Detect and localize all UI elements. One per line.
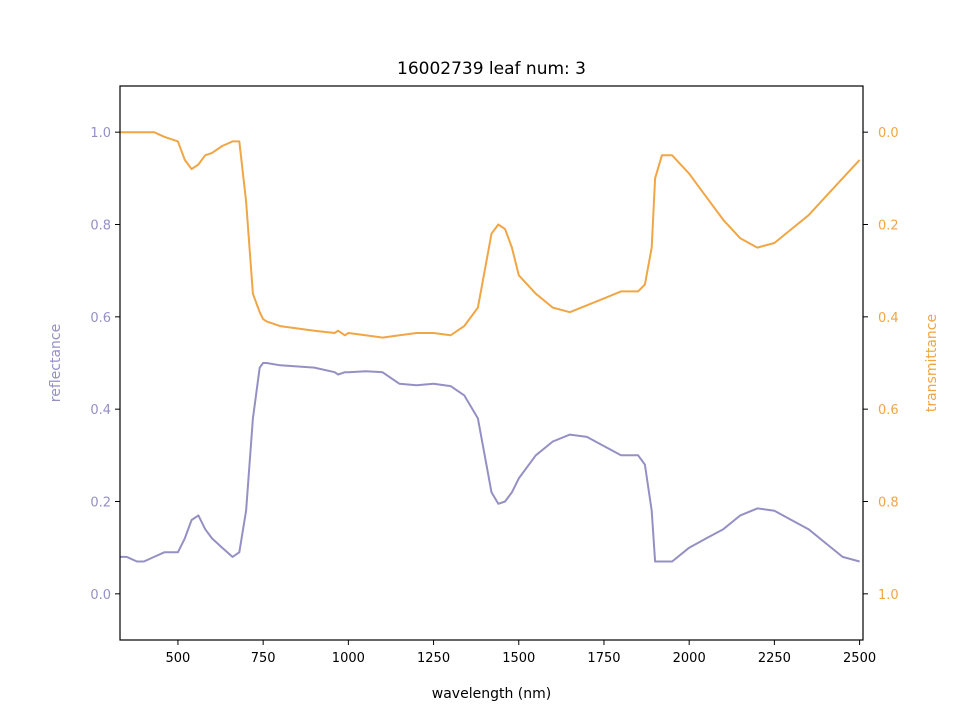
y-left-tick-label: 1.0 [90, 126, 111, 141]
x-tick-label: 2250 [758, 651, 791, 666]
x-tick-label: 2500 [843, 651, 876, 666]
x-axis-label: wavelength (nm) [432, 686, 551, 702]
y-left-tick-label: 0.6 [90, 311, 111, 326]
y-left-axis-ticks: 0.0 0.2 0.4 0.6 0.8 1.0 [90, 126, 120, 603]
y-right-tick-label: 0.6 [878, 403, 899, 418]
x-tick-label: 1500 [502, 651, 535, 666]
x-tick-label: 2000 [673, 651, 706, 666]
y-right-tick-label: 0.0 [878, 126, 899, 141]
y-left-axis-label: reflectance [48, 324, 64, 402]
y-right-axis-label: transmittance [924, 314, 940, 412]
y-right-tick-label: 0.2 [878, 219, 899, 234]
y-right-tick-label: 0.4 [878, 311, 899, 326]
transmittance-series-line [120, 131, 861, 339]
plot-frame [119, 85, 864, 641]
y-right-axis-ticks: 0.0 0.2 0.4 0.6 0.8 1.0 [863, 126, 899, 603]
x-tick-label: 1250 [417, 651, 450, 666]
chart-title: 16002739 leaf num: 3 [397, 59, 586, 79]
y-left-tick-label: 0.0 [90, 588, 111, 603]
y-right-tick-label: 1.0 [878, 588, 899, 603]
y-right-tick-label: 0.8 [878, 496, 899, 511]
x-tick-label: 750 [251, 651, 276, 666]
y-left-tick-label: 0.2 [90, 496, 111, 511]
reflectance-series-line [120, 362, 860, 563]
y-left-tick-label: 0.8 [90, 219, 111, 234]
plot-layer [120, 131, 861, 563]
x-axis-ticks: 500 750 1000 1250 1500 1750 2000 2250 2500 [166, 640, 876, 666]
x-tick-label: 1750 [587, 651, 620, 666]
x-tick-label: 500 [166, 651, 191, 666]
x-tick-label: 1000 [332, 651, 365, 666]
y-left-tick-label: 0.4 [90, 403, 111, 418]
